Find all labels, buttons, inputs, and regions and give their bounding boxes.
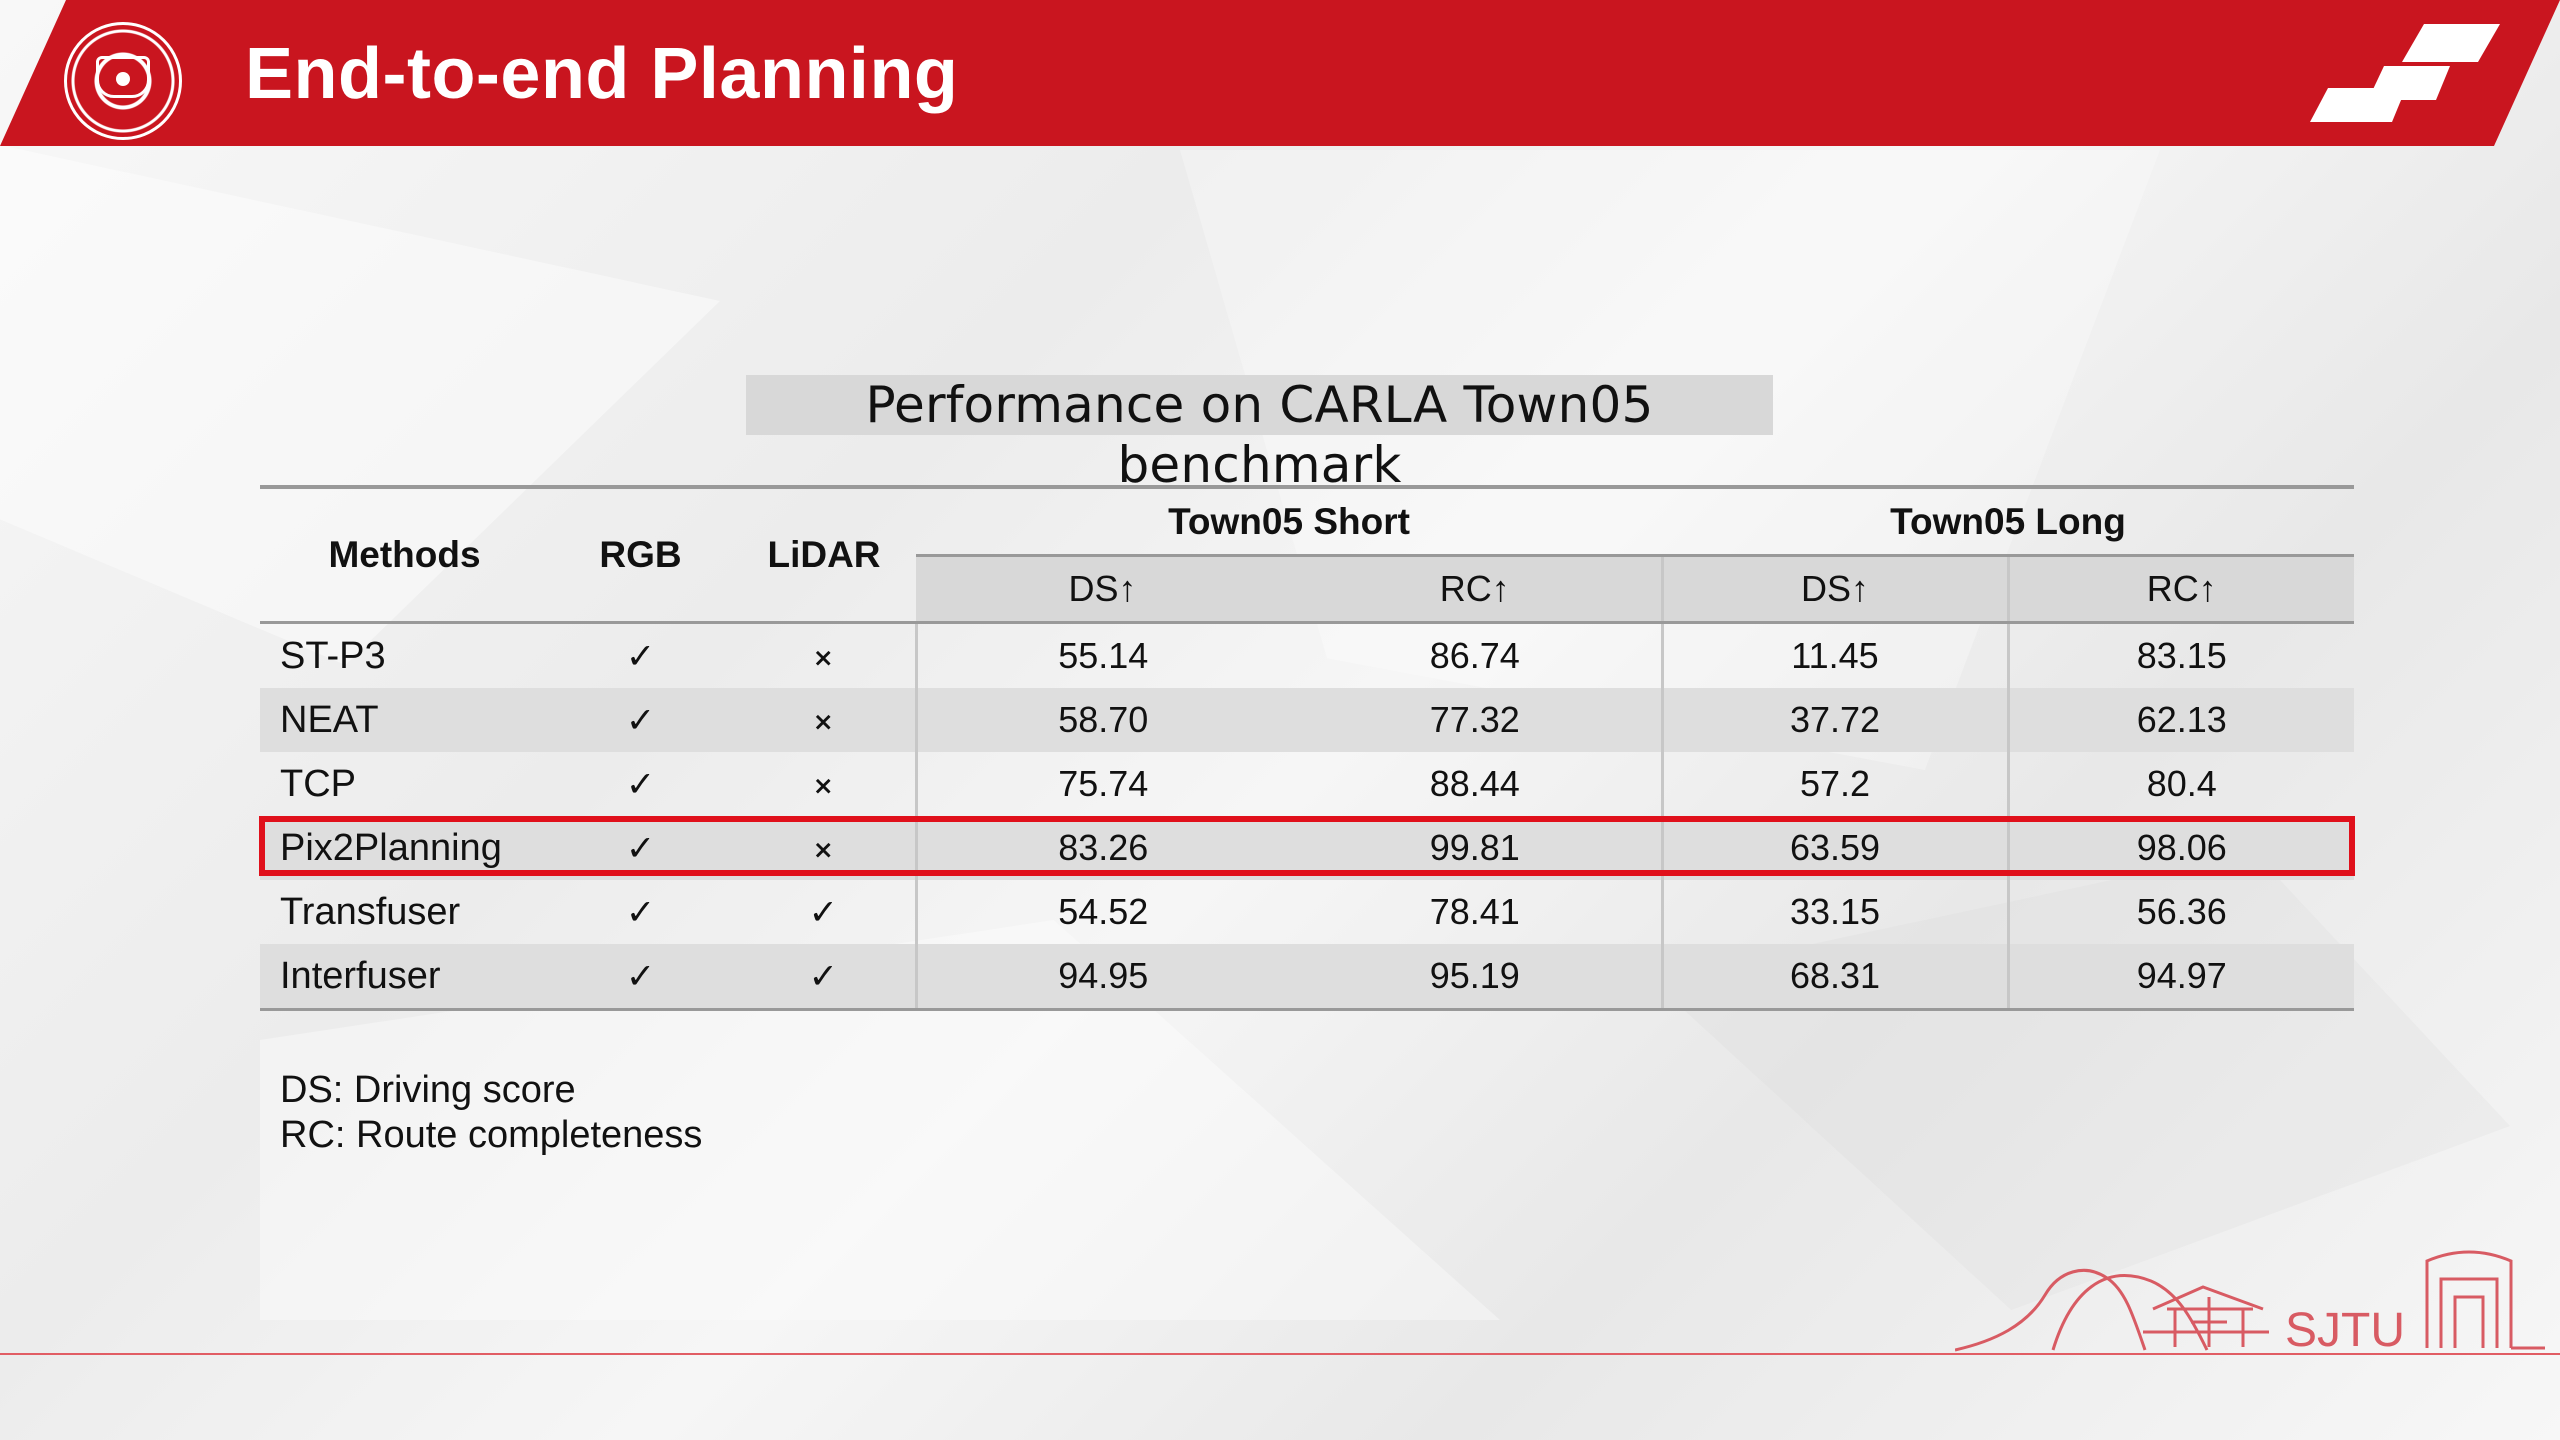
metric-notes: DS: Driving score RC: Route completeness — [280, 1068, 702, 1158]
check-icon: ✓ — [625, 701, 656, 741]
rgb-cell: ✓ — [549, 752, 732, 816]
short-rc-cell: 86.74 — [1429, 635, 1520, 676]
table-row: TCP ✓ × 75.74 88.44 57.2 80.4 — [260, 752, 2354, 816]
rgb-cell: ✓ — [549, 623, 732, 689]
footer-pavilion-roof — [2152, 1285, 2264, 1311]
long-rc-cell: 80.4 — [2006, 752, 2354, 816]
lidar-cell: × — [732, 752, 916, 816]
short-ds-cell: 83.26 — [914, 816, 1289, 880]
long-rc-cell: 98.06 — [2006, 816, 2354, 880]
table-row: ST-P3 ✓ × 55.14 86.74 11.45 83.15 — [260, 622, 2354, 689]
table-row-highlighted: Pix2Planning ✓ × 83.26 99.81 63.59 98.06 — [260, 816, 2354, 880]
long-rc-cell: 56.36 — [2006, 880, 2354, 944]
footer-sjtu-text: SJTU — [2285, 1304, 2405, 1357]
long-ds-cell: 11.45 — [1660, 622, 2008, 688]
town05-short-header: Town05 Short — [916, 485, 1662, 557]
campus-skyline-logo-icon: SJTU — [1955, 1250, 2545, 1357]
cross-icon: × — [812, 771, 834, 800]
table-row: NEAT ✓ × 58.70 77.32 37.72 62.13 — [260, 688, 2354, 752]
table-subheader-row: DS↑ RC↑ DS↑ RC↑ — [260, 555, 2354, 624]
short-rc-cell: 78.41 — [1429, 891, 1520, 932]
short-rc-cell: 95.19 — [1289, 944, 1662, 1011]
table-row: Transfuser ✓ ✓ 54.52 78.41 33.15 56.36 — [260, 880, 2354, 944]
slide-title: End-to-end Planning — [245, 34, 959, 114]
short-ds-header: DS↑ — [916, 555, 1289, 624]
benchmark-subtitle: Performance on CARLA Town05 benchmark — [865, 376, 1654, 494]
check-icon: ✓ — [625, 637, 656, 677]
method-cell: Interfuser — [260, 944, 549, 1011]
check-icon: ✓ — [625, 765, 656, 805]
footer-pavilion-top — [2167, 1297, 2253, 1347]
long-ds-cell: 68.31 — [1660, 944, 2008, 1011]
long-ds-cell: 37.72 — [1660, 688, 2008, 752]
rgb-column-header: RGB — [549, 485, 732, 624]
seal-crest-icon — [96, 56, 150, 98]
short-ds-cell: 94.95 — [914, 944, 1289, 1011]
long-ds-cell: 33.15 — [1660, 880, 2008, 944]
check-icon: ✓ — [625, 893, 656, 933]
lidar-cell: × — [732, 688, 916, 752]
benchmark-subtitle-box: Performance on CARLA Town05 benchmark — [746, 375, 1773, 494]
lidar-cell: × — [732, 623, 916, 689]
short-rc-cell: 99.81 — [1289, 816, 1662, 880]
results-table: Methods RGB LiDAR Town05 Short Town05 Lo… — [260, 485, 2354, 1011]
results-table-wrapper: Methods RGB LiDAR Town05 Short Town05 Lo… — [260, 485, 2354, 1011]
long-rc-header: RC↑ — [2006, 555, 2354, 624]
long-ds-cell: 57.2 — [1660, 752, 2008, 816]
check-icon: ✓ — [625, 957, 656, 997]
lidar-column-header: LiDAR — [732, 485, 916, 624]
lidar-cell: ✓ — [732, 880, 916, 944]
university-seal-icon — [64, 22, 182, 140]
short-rc-cell: 77.32 — [1289, 688, 1662, 752]
cross-icon: × — [812, 707, 834, 736]
check-icon: ✓ — [625, 829, 656, 869]
long-ds-cell: 63.59 — [1660, 816, 2008, 880]
table-row: Interfuser ✓ ✓ 94.95 95.19 68.31 94.97 — [260, 944, 2354, 1011]
lidar-cell: ✓ — [732, 944, 916, 1011]
lidar-cell: × — [732, 816, 916, 880]
method-cell: Transfuser — [280, 890, 461, 933]
town05-long-header: Town05 Long — [1662, 485, 2354, 557]
footer-gate — [2425, 1250, 2513, 1348]
check-icon: ✓ — [808, 957, 838, 997]
rgb-cell: ✓ — [549, 688, 732, 752]
check-icon: ✓ — [808, 893, 838, 933]
short-rc-header: RC↑ — [1289, 555, 1662, 624]
ds-note: DS: Driving score — [280, 1069, 576, 1111]
methods-column-header: Methods — [260, 485, 549, 624]
footer-red-line — [0, 1353, 2560, 1355]
short-rc-cell: 88.44 — [1429, 763, 1520, 804]
short-ds-cell: 55.14 — [914, 622, 1289, 688]
rgb-cell: ✓ — [549, 944, 732, 1011]
footer-arc-left — [1955, 1269, 2147, 1352]
cross-icon: × — [812, 835, 834, 864]
method-cell: ST-P3 — [280, 634, 386, 677]
table-header-row: Methods RGB LiDAR Town05 Short Town05 Lo… — [260, 485, 2354, 624]
long-rc-cell: 62.13 — [2006, 688, 2354, 752]
seal-center-icon — [116, 72, 130, 86]
rgb-cell: ✓ — [549, 880, 732, 944]
short-ds-cell: 54.52 — [914, 880, 1289, 944]
long-rc-cell: 94.97 — [2006, 944, 2354, 1011]
slide-header — [0, 0, 2560, 146]
cross-icon: × — [812, 643, 834, 672]
method-cell: Pix2Planning — [260, 816, 549, 880]
short-ds-cell: 58.70 — [914, 688, 1289, 752]
footer-arc-mid — [2051, 1274, 2209, 1351]
long-ds-header: DS↑ — [1660, 555, 2008, 624]
short-ds-cell: 75.74 — [914, 752, 1289, 816]
rc-note: RC: Route completeness — [280, 1114, 703, 1156]
long-rc-cell: 83.15 — [2006, 622, 2354, 688]
method-cell: TCP — [280, 762, 356, 805]
rgb-cell: ✓ — [549, 816, 732, 880]
method-cell: NEAT — [260, 688, 549, 752]
